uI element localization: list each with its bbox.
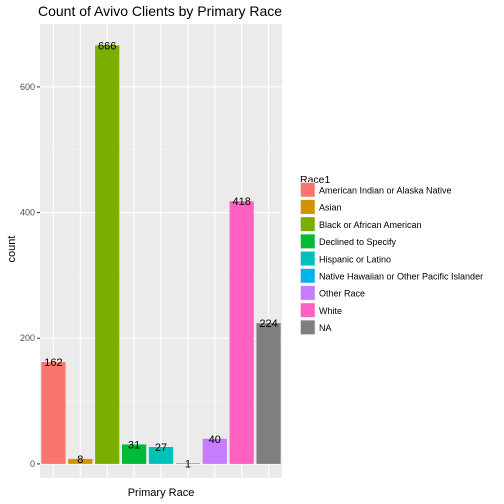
data-label: 1 bbox=[185, 458, 191, 470]
legend-label: Declined to Specify bbox=[319, 237, 397, 247]
legend-key bbox=[300, 182, 315, 197]
y-tick-label: 200 bbox=[20, 333, 35, 343]
legend-label: Native Hawaiian or Other Pacific Islande… bbox=[319, 272, 483, 282]
legend-label: NA bbox=[319, 323, 332, 333]
bar bbox=[122, 444, 147, 464]
data-label: 162 bbox=[44, 357, 62, 369]
bars bbox=[41, 45, 281, 464]
y-axis-ticks: 0 200 400 600 bbox=[20, 82, 40, 469]
data-label: 418 bbox=[232, 196, 250, 208]
legend-label: American Indian or Alaska Native bbox=[319, 186, 452, 196]
bar bbox=[68, 458, 93, 464]
legend-key bbox=[300, 217, 315, 232]
legend-label: Black or African American bbox=[319, 220, 422, 230]
bar bbox=[175, 463, 200, 464]
bar bbox=[148, 446, 174, 464]
legend-key bbox=[300, 320, 315, 335]
legend-key bbox=[300, 200, 315, 214]
bar bbox=[41, 362, 66, 464]
data-label: 31 bbox=[128, 439, 140, 451]
bar bbox=[229, 201, 254, 464]
data-label: 8 bbox=[77, 454, 83, 466]
y-tick-label: 600 bbox=[20, 82, 35, 92]
legend-key bbox=[300, 303, 315, 318]
legend-key bbox=[300, 286, 315, 300]
bar bbox=[202, 438, 227, 464]
y-tick-label: 400 bbox=[20, 208, 35, 218]
x-axis-label: Primary Race bbox=[128, 487, 195, 499]
legend-key bbox=[300, 268, 315, 283]
data-label: 666 bbox=[98, 40, 116, 52]
y-axis-label: count bbox=[6, 236, 18, 263]
legend-label: Hispanic or Latino bbox=[319, 254, 391, 264]
data-labels: 162 8 666 31 27 1 40 418 224 bbox=[44, 40, 277, 470]
legend-key bbox=[300, 251, 315, 266]
bar bbox=[256, 323, 281, 464]
data-label: 40 bbox=[209, 434, 221, 446]
legend-label: Other Race bbox=[319, 289, 365, 299]
legend: American Indian or Alaska Native Asian Bla… bbox=[300, 182, 483, 336]
y-tick-label: 0 bbox=[30, 459, 35, 469]
legend-label: White bbox=[319, 306, 342, 316]
bar bbox=[95, 45, 120, 464]
chart-title: Count of Avivo Clients by Primary Race bbox=[38, 3, 282, 19]
data-label: 27 bbox=[155, 442, 167, 454]
legend-key bbox=[300, 234, 315, 249]
legend-label: Asian bbox=[319, 203, 342, 213]
data-label: 224 bbox=[259, 318, 277, 330]
